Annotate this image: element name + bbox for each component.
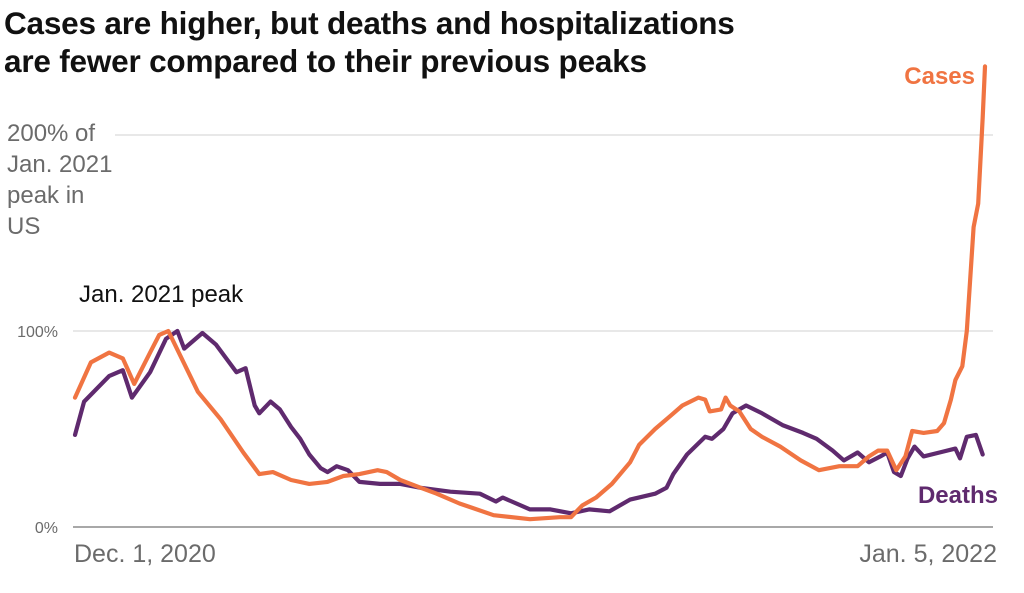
x-tick-label: Dec. 1, 2020 bbox=[74, 540, 216, 568]
y-tick-label: 100% bbox=[17, 324, 58, 341]
x-tick-label: Jan. 5, 2022 bbox=[859, 540, 997, 568]
series-lines bbox=[72, 64, 988, 522]
series-line-deaths bbox=[72, 328, 985, 516]
y-axis-title-line: US bbox=[7, 213, 41, 240]
y-tick-label: 0% bbox=[35, 520, 58, 537]
gridlines bbox=[73, 134, 993, 528]
annotation-jan-2021-peak: Jan. 2021 peak bbox=[79, 281, 244, 308]
y-axis-title-line: peak in bbox=[7, 182, 85, 209]
x-tick-labels: Dec. 1, 2020 Jan. 5, 2022 bbox=[74, 540, 997, 568]
series-line-cases bbox=[72, 64, 988, 522]
chart-title-line-1: Cases are higher, but deaths and hospita… bbox=[4, 5, 735, 41]
y-axis-title: 200% of Jan. 2021 peak in US bbox=[7, 118, 127, 242]
y-axis-title-line: Jan. 2021 bbox=[7, 151, 113, 178]
series-label-cases: Cases bbox=[904, 63, 975, 90]
chart-title-line-2: are fewer compared to their previous pea… bbox=[4, 43, 647, 79]
chart-title: Cases are higher, but deaths and hospita… bbox=[4, 4, 1004, 80]
series-label-deaths: Deaths bbox=[918, 482, 998, 509]
y-axis-title-line: 200% of bbox=[7, 120, 96, 147]
y-tick-labels: 0% 100% bbox=[17, 324, 58, 537]
